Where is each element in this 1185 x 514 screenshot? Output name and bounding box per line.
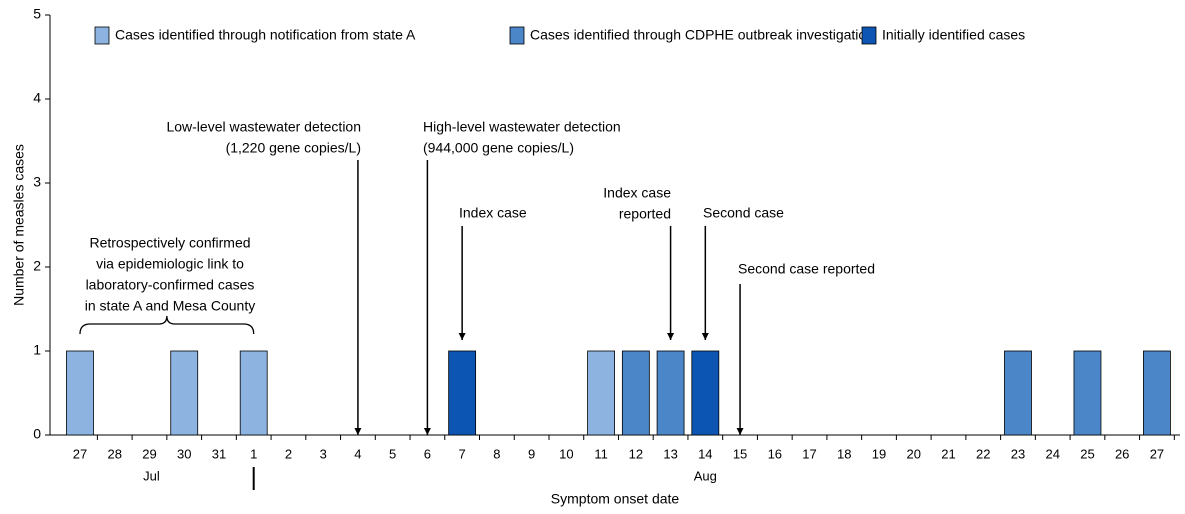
x-tick-label: 11	[594, 446, 608, 461]
x-tick-label: 28	[108, 446, 122, 461]
x-tick-label: 20	[907, 446, 921, 461]
annotation: Index case	[603, 185, 671, 201]
x-tick-label: 5	[389, 446, 396, 461]
x-tick-label: 27	[73, 446, 87, 461]
y-tick-label: 2	[33, 258, 41, 274]
bar	[1143, 350, 1171, 436]
y-tick-label: 3	[33, 174, 41, 190]
annotation: Retrospectively confirmed	[89, 235, 250, 251]
x-tick-label: 30	[177, 446, 191, 461]
brace	[79, 315, 255, 335]
x-tick-label: 13	[663, 446, 677, 461]
annotation: (1,220 gene copies/L)	[226, 140, 361, 156]
x-tick-label: 19	[872, 446, 886, 461]
x-tick-label: 15	[733, 446, 747, 461]
legend-swatch	[861, 26, 877, 45]
x-tick-label: 16	[768, 446, 782, 461]
bar	[170, 350, 199, 436]
legend-swatch	[94, 26, 110, 45]
month-label: Jul	[143, 468, 160, 483]
x-tick-label: 4	[354, 446, 361, 461]
bar	[691, 350, 720, 436]
legend-swatch	[509, 26, 525, 45]
x-tick-label: 31	[212, 446, 226, 461]
bar	[66, 350, 94, 436]
x-tick-label: 25	[1080, 446, 1094, 461]
annotation: laboratory-confirmed cases	[86, 277, 255, 293]
bar	[448, 350, 477, 436]
bar	[656, 350, 685, 436]
x-tick-label: 7	[459, 446, 466, 461]
x-tick-label: 24	[1045, 446, 1059, 461]
legend-label: Cases identified through notification fr…	[115, 27, 416, 43]
x-tick-label: 18	[837, 446, 851, 461]
x-tick-label: 6	[424, 446, 431, 461]
x-tick-label: 9	[528, 446, 535, 461]
bar	[621, 350, 650, 436]
x-tick-label: 1	[250, 446, 257, 461]
month-label: Aug	[694, 468, 717, 483]
x-tick-label: 23	[1011, 446, 1025, 461]
y-tick-label: 4	[33, 90, 41, 106]
x-axis-title: Symptom onset date	[551, 491, 680, 507]
annotation: in state A and Mesa County	[85, 298, 255, 314]
annotation: High-level wastewater detection	[423, 119, 621, 135]
bar	[239, 350, 268, 436]
annotation: Second case reported	[738, 261, 875, 277]
x-tick-label: 29	[142, 446, 156, 461]
y-axis-title: Number of measles cases	[11, 144, 27, 306]
y-tick-label: 1	[33, 342, 41, 358]
x-tick-label: 12	[629, 446, 643, 461]
legend-label: Initially identified cases	[882, 27, 1025, 43]
x-tick-label: 27	[1150, 446, 1164, 461]
annotation: Second case	[703, 205, 784, 221]
y-tick-label: 0	[33, 426, 41, 442]
x-tick-label: 21	[941, 446, 955, 461]
bar	[1073, 350, 1102, 436]
annotation: via epidemiologic link to	[96, 256, 244, 272]
x-tick-label: 22	[976, 446, 990, 461]
bar	[1004, 350, 1032, 436]
annotation: Low-level wastewater detection	[166, 119, 361, 135]
x-tick-label: 26	[1115, 446, 1129, 461]
legend-label: Cases identified through CDPHE outbreak …	[530, 27, 874, 43]
x-tick-label: 17	[802, 446, 816, 461]
annotation: (944,000 gene copies/L)	[423, 140, 574, 156]
x-tick-label: 3	[320, 446, 327, 461]
annotation: Index case	[459, 205, 527, 221]
x-tick-label: 2	[285, 446, 292, 461]
x-tick-label: 10	[559, 446, 573, 461]
annotation: reported	[619, 206, 671, 222]
x-tick-label: 8	[493, 446, 500, 461]
y-tick-label: 5	[33, 6, 41, 22]
bar	[587, 350, 615, 436]
x-tick-label: 14	[698, 446, 712, 461]
